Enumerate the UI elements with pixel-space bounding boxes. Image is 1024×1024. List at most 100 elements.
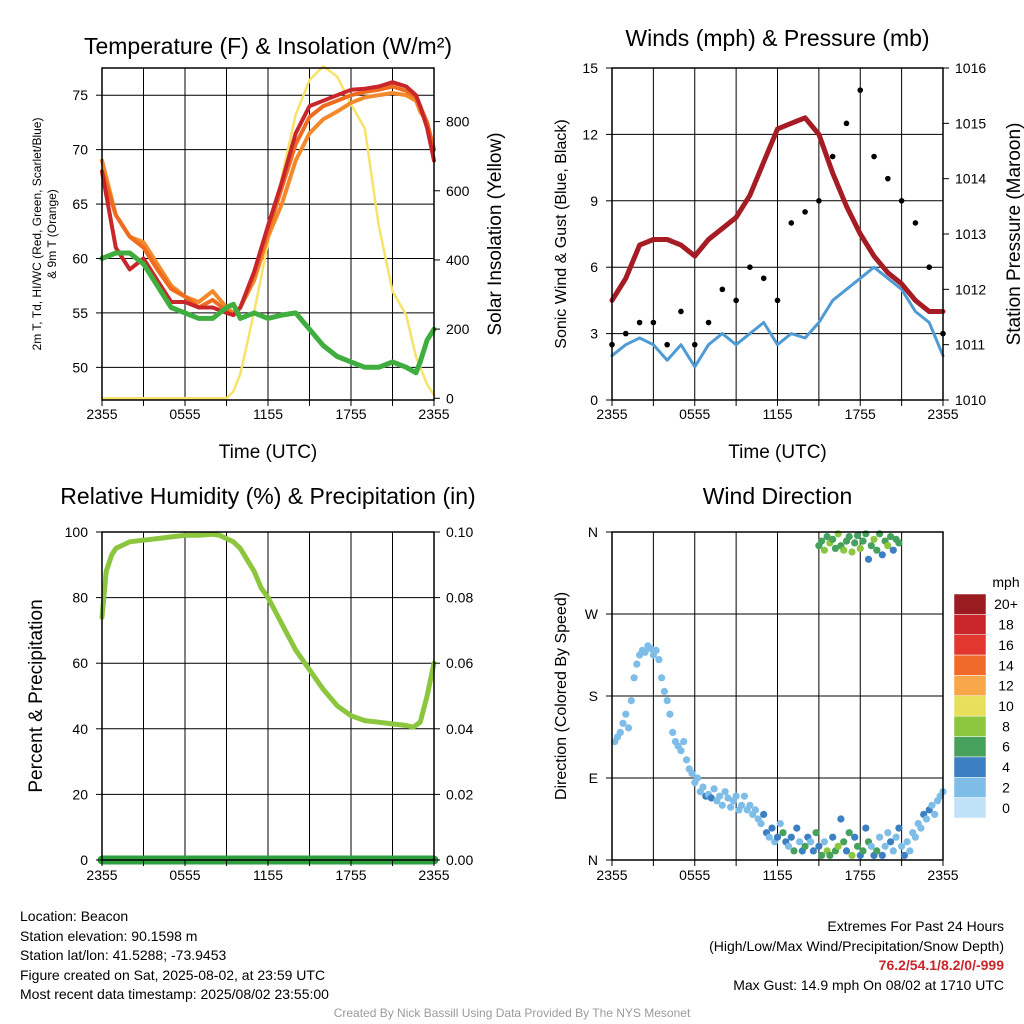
direction-point: [740, 792, 749, 800]
colorbar-label: 12: [998, 678, 1014, 694]
direction-point: [848, 851, 856, 860]
relative-humidity-line: [99, 531, 437, 730]
direction-points: [611, 530, 947, 860]
humidity-y-axis-label: Percent & Precipitation: [26, 599, 47, 792]
direction-point: [837, 815, 845, 823]
y-tick-label: 0: [590, 392, 598, 408]
direction-point: [895, 824, 903, 832]
direction-point: [790, 847, 798, 855]
x-tick-label: 1755: [335, 867, 366, 883]
colorbar-swatch: [953, 614, 987, 635]
direction-point: [903, 838, 911, 846]
direction-point: [688, 769, 696, 778]
direction-point: [892, 833, 900, 841]
extremes-legend: (High/Low/Max Wind/Precipitation/Snow De…: [709, 937, 1004, 954]
x-tick-label: 2355: [927, 406, 958, 422]
y-tick-label: 0: [80, 852, 88, 868]
direction-point: [751, 806, 760, 814]
gust-point: [857, 87, 864, 93]
direction-point: [809, 847, 818, 855]
grid-lines: [612, 532, 943, 860]
elevation-text: Station elevation: 90.1598 m: [20, 927, 198, 944]
direction-point: [807, 838, 815, 846]
direction-point: [757, 820, 765, 828]
y-tick-label: 60: [72, 250, 88, 266]
direction-point: [765, 833, 773, 841]
winds-panel: 0 3 6 9 12 15 1010 1011 1012 1013 1014 1015 1016 2355…: [553, 25, 1024, 463]
max-gust-text: Max Gust: 14.9 mph On 08/02 at 1710 UTC: [733, 976, 1004, 993]
pressure-y2-axis-label: Station Pressure (Maroon): [1004, 123, 1024, 346]
x-tick-label: 2355: [596, 867, 627, 883]
direction-point: [823, 533, 831, 541]
gust-point: [802, 209, 808, 215]
direction-point: [873, 546, 881, 554]
temperature-9m-line: [100, 91, 436, 315]
created-text: Figure created on Sat, 2025-08-02, at 23…: [20, 966, 326, 983]
y2-tick-label: 600: [446, 183, 470, 199]
gust-point: [829, 153, 836, 160]
y-tick-label: 70: [72, 142, 88, 158]
direction-point: [680, 738, 688, 746]
direction-point: [922, 815, 931, 823]
x-tick-label: 2355: [418, 406, 449, 422]
direction-point: [873, 847, 881, 855]
temperature-2m-line: [100, 80, 436, 318]
direction-point: [928, 801, 936, 809]
colorbar-label: 4: [1002, 759, 1010, 775]
direction-point: [746, 801, 754, 809]
direction-point: [793, 824, 801, 832]
direction-point: [906, 847, 914, 855]
gust-point: [816, 198, 822, 204]
y2-tick-label: 0.04: [446, 721, 473, 737]
winds-x-axis-label: Time (UTC): [728, 442, 827, 463]
y-tick-label: W: [585, 606, 599, 622]
y-tick-label: 55: [72, 305, 88, 321]
humidity-panel: 0 20 40 60 80 100 0.00 0.02 0.04 0.06 0.08 0.10 2355…: [26, 483, 476, 883]
direction-point: [616, 728, 624, 737]
direction-point: [867, 542, 875, 550]
direction-point: [859, 537, 867, 545]
latlon-text: Station lat/lon: 41.5288; -73.9453: [20, 947, 227, 963]
x-tick-label: 1755: [335, 406, 366, 422]
direction-point: [622, 710, 630, 718]
gust-point: [898, 198, 905, 204]
direction-point: [677, 747, 685, 755]
y2-tick-label: 800: [446, 114, 470, 130]
direction-point: [931, 810, 939, 819]
direction-point: [834, 842, 842, 850]
gust-point: [774, 297, 781, 304]
direction-point: [693, 774, 702, 782]
direction-point: [840, 838, 848, 846]
x-tick-label: 1155: [253, 406, 283, 422]
y2-tick-label: 0.10: [446, 524, 473, 540]
colorbar-label: 20+: [994, 596, 1018, 612]
gust-points: [609, 87, 946, 348]
extremes-values: 76.2/54.1/8.2/0/-999: [878, 957, 1004, 973]
direction-point: [900, 851, 909, 860]
direction-point: [619, 719, 627, 727]
gust-point: [912, 220, 919, 226]
y2-tick-label: 0.08: [446, 590, 473, 606]
colorbar-swatch: [953, 715, 987, 737]
colorbar-title: mph: [992, 574, 1019, 590]
direction-point: [768, 824, 776, 832]
direction-point: [887, 838, 895, 846]
x-tick-label: 0555: [679, 406, 710, 422]
direction-point: [776, 820, 784, 828]
y-tick-label: 20: [72, 786, 88, 802]
direction-point: [820, 546, 829, 554]
colorbar-swatch: [953, 593, 987, 615]
grid-lines: [102, 532, 434, 860]
gust-point: [926, 264, 933, 271]
direction-point: [796, 838, 804, 846]
winds-y-axis-label: Sonic Wind & Gust (Blue, Black): [553, 119, 570, 348]
direction-point: [840, 546, 848, 554]
grid-lines: [612, 68, 943, 400]
gust-point: [650, 319, 657, 326]
y-tick-label: N: [588, 852, 598, 868]
direction-point: [707, 794, 715, 802]
y2-tick-label: 0.06: [446, 655, 473, 671]
y-tick-label: 15: [582, 60, 598, 76]
